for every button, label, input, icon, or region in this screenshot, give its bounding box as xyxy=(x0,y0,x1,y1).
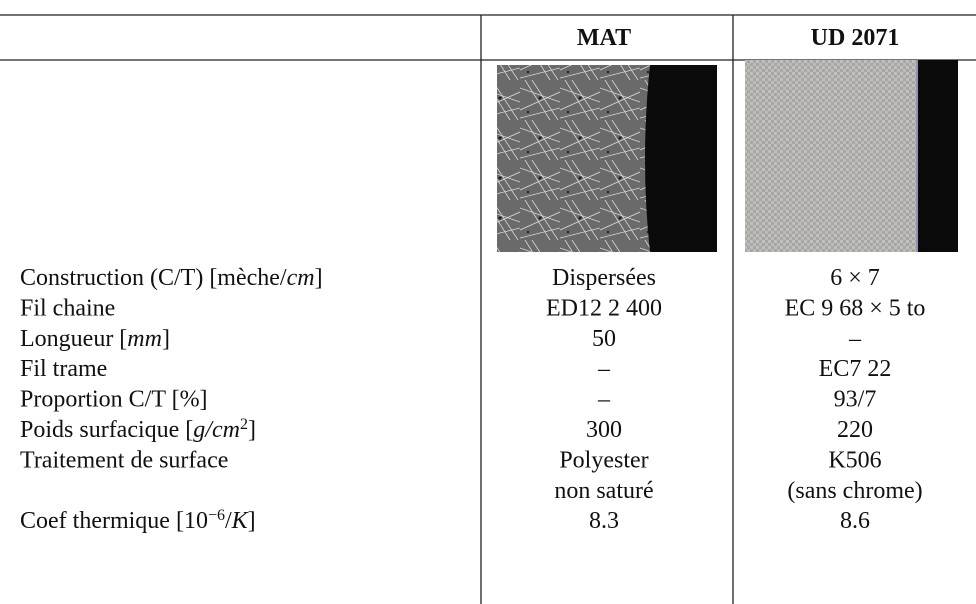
cell: 300 xyxy=(586,417,622,443)
label-part: g/cm xyxy=(193,417,240,443)
label-part: mm xyxy=(127,326,162,352)
cell: 8.6 xyxy=(840,508,870,534)
cell: ED12 2 400 xyxy=(546,295,662,321)
row-label: Longueur [mm] xyxy=(20,326,170,352)
cell: – xyxy=(848,326,862,352)
label-part: / xyxy=(225,508,232,534)
mat-photo xyxy=(497,65,717,252)
row-label: Construction (C/T) [mèche/cm] xyxy=(20,265,323,291)
cell: EC7 22 xyxy=(819,356,892,382)
cell: – xyxy=(597,356,611,382)
ud-photo xyxy=(745,60,958,252)
cell: Dispersées xyxy=(552,265,656,291)
row-label: Fil trame xyxy=(20,356,107,382)
row-label: Traitement de surface xyxy=(20,447,228,473)
cell: EC 9 68 × 5 to xyxy=(785,295,926,321)
label-part: Fil trame xyxy=(20,356,107,382)
cell: (sans chrome) xyxy=(787,478,922,504)
row-label: Poids surfacique [g/cm2] xyxy=(20,416,256,444)
cell: non saturé xyxy=(554,478,653,504)
header-cell: UD 2071 xyxy=(811,25,900,51)
label-part: 2 xyxy=(240,416,248,433)
label-part: cm xyxy=(287,265,315,291)
label-part: Traitement de surface xyxy=(20,447,228,473)
cell: 93/7 xyxy=(834,387,877,413)
cell: K506 xyxy=(828,447,881,473)
label-part: Construction (C/T) [mèche/ xyxy=(20,265,287,291)
row-label: Coef thermique [10−6/K] xyxy=(20,507,256,535)
label-part: ] xyxy=(162,326,170,352)
label-part: ] xyxy=(248,417,256,443)
cell: 50 xyxy=(592,326,616,352)
header-cell: MAT xyxy=(577,25,631,51)
label-part: K xyxy=(231,508,250,534)
cell: – xyxy=(597,387,611,413)
label-part: ] xyxy=(248,508,256,534)
label-part: Longueur [ xyxy=(20,326,127,352)
label-part: ] xyxy=(315,265,323,291)
cell: 8.3 xyxy=(589,508,619,534)
label-part: Proportion C/T [%] xyxy=(20,387,208,413)
label-part: Poids surfacique [ xyxy=(20,417,193,443)
row-label: Fil chaine xyxy=(20,295,115,321)
label-part: Coef thermique [10 xyxy=(20,508,208,534)
cell: 6 × 7 xyxy=(830,265,880,291)
label-part: Fil chaine xyxy=(20,295,115,321)
cell: 220 xyxy=(837,417,873,443)
label-part: −6 xyxy=(208,507,225,524)
cell: Polyester xyxy=(559,447,648,473)
row-label: Proportion C/T [%] xyxy=(20,387,208,413)
